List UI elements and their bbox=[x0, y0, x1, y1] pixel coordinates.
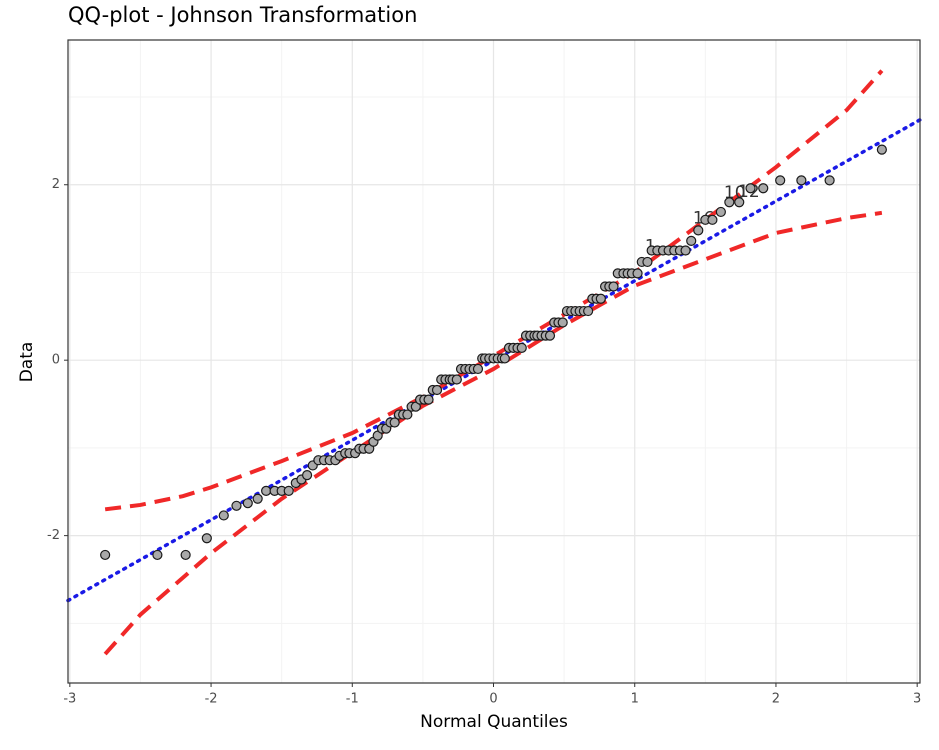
point bbox=[423, 394, 434, 405]
y-tick-label: 0 bbox=[52, 353, 60, 368]
point bbox=[595, 293, 606, 304]
y-tick-label: -2 bbox=[47, 528, 60, 543]
line bbox=[103, 210, 883, 656]
point bbox=[796, 175, 807, 186]
x-tick-label: 0 bbox=[489, 692, 497, 707]
point bbox=[693, 225, 704, 236]
point bbox=[231, 500, 242, 511]
point bbox=[451, 374, 462, 385]
x-axis-label: Normal Quantiles bbox=[420, 712, 568, 732]
y-tick-label: 2 bbox=[52, 177, 60, 192]
point bbox=[499, 353, 510, 364]
point bbox=[824, 175, 835, 186]
point bbox=[218, 510, 229, 521]
point bbox=[152, 549, 163, 561]
chart-title: QQ-plot - Johnson Transformation bbox=[68, 3, 417, 27]
point bbox=[775, 175, 786, 186]
point bbox=[608, 281, 619, 292]
point bbox=[252, 493, 263, 504]
point bbox=[745, 183, 756, 194]
point bbox=[680, 245, 691, 256]
point bbox=[180, 549, 191, 561]
point bbox=[724, 197, 735, 208]
point bbox=[389, 417, 400, 428]
point bbox=[261, 485, 272, 496]
point bbox=[201, 533, 212, 544]
plot-border bbox=[67, 39, 921, 684]
point bbox=[707, 214, 718, 225]
point bbox=[758, 183, 769, 194]
point bbox=[583, 305, 594, 317]
point bbox=[242, 498, 253, 509]
point bbox=[516, 342, 527, 354]
point bbox=[642, 256, 653, 268]
x-tick-label: -1 bbox=[346, 692, 359, 707]
point bbox=[283, 485, 294, 496]
point bbox=[876, 144, 887, 155]
point bbox=[715, 206, 726, 218]
point bbox=[632, 268, 643, 279]
x-tick-label: -3 bbox=[63, 692, 76, 707]
x-tick-label: -2 bbox=[205, 692, 218, 707]
point bbox=[734, 197, 745, 208]
y-axis-label: Data bbox=[17, 342, 37, 383]
x-tick-label: 1 bbox=[631, 692, 639, 707]
x-tick-label: 2 bbox=[772, 692, 780, 707]
x-tick-label: 3 bbox=[913, 692, 921, 707]
point bbox=[431, 384, 443, 396]
point bbox=[301, 469, 313, 481]
point bbox=[402, 409, 413, 420]
point bbox=[544, 330, 556, 341]
point bbox=[472, 363, 484, 375]
point bbox=[100, 549, 111, 561]
point bbox=[686, 235, 697, 246]
point bbox=[557, 317, 568, 328]
